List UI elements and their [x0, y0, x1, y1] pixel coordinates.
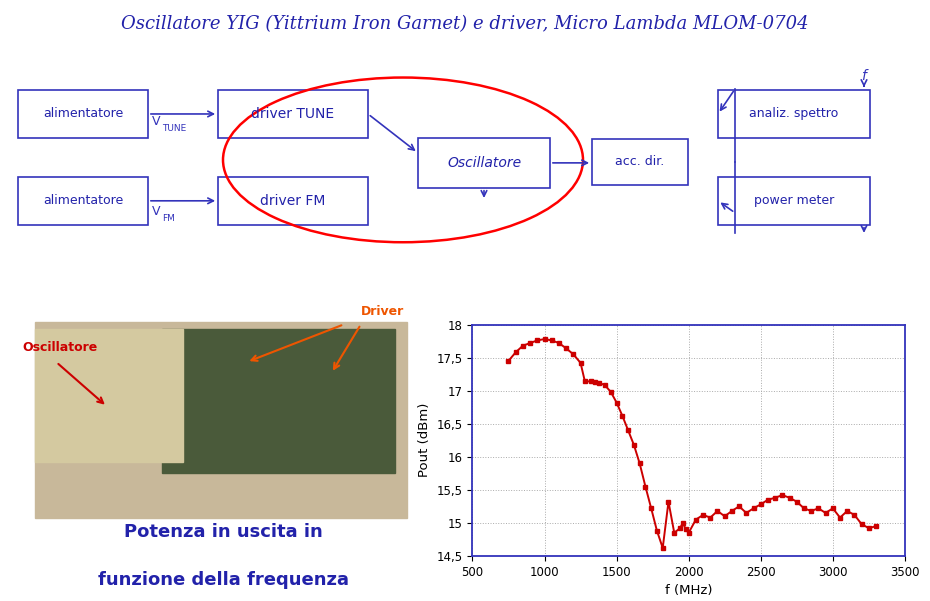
Text: Driver: Driver [361, 305, 405, 319]
Text: funzione della frequenza: funzione della frequenza [98, 571, 349, 589]
Bar [35, 329, 183, 462]
Text: alimentatore: alimentatore [43, 194, 123, 207]
Text: FM: FM [162, 214, 175, 223]
Text: alimentatore: alimentatore [43, 108, 123, 120]
Bar [35, 322, 407, 518]
Text: Oscillatore YIG (Yittrium Iron Garnet) e driver, Micro Lambda MLOM-0704: Oscillatore YIG (Yittrium Iron Garnet) e… [121, 15, 809, 33]
FancyBboxPatch shape [592, 139, 688, 185]
Text: driver TUNE: driver TUNE [251, 107, 335, 121]
FancyBboxPatch shape [18, 177, 148, 225]
FancyBboxPatch shape [718, 90, 870, 138]
Text: TUNE: TUNE [162, 124, 186, 133]
Text: power meter: power meter [754, 194, 834, 207]
FancyBboxPatch shape [218, 90, 368, 138]
FancyBboxPatch shape [218, 177, 368, 225]
Text: Oscillatore: Oscillatore [447, 156, 521, 170]
Text: analiz. spettro: analiz. spettro [750, 108, 839, 120]
Text: f: f [861, 69, 866, 83]
FancyBboxPatch shape [18, 90, 148, 138]
Text: acc. dir.: acc. dir. [616, 156, 665, 168]
Text: Potenza in uscita in: Potenza in uscita in [124, 523, 323, 541]
X-axis label: f (MHz): f (MHz) [665, 584, 712, 597]
Y-axis label: Pout (dBm): Pout (dBm) [418, 403, 431, 477]
Text: Oscillatore: Oscillatore [22, 341, 98, 354]
FancyBboxPatch shape [418, 138, 550, 188]
Text: V: V [152, 115, 161, 128]
Bar [162, 329, 394, 474]
Text: V: V [152, 205, 161, 218]
FancyBboxPatch shape [718, 177, 870, 225]
Text: driver FM: driver FM [260, 194, 326, 208]
